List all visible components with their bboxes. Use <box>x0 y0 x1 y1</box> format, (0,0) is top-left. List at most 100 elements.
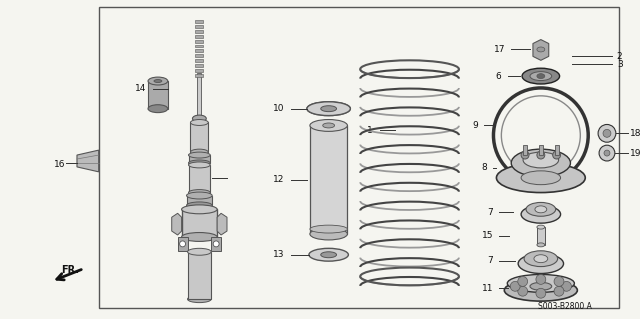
Text: 4: 4 <box>200 169 205 178</box>
Ellipse shape <box>307 102 350 115</box>
Circle shape <box>603 130 611 137</box>
Bar <box>178 237 188 251</box>
Ellipse shape <box>518 254 564 273</box>
Bar <box>195 64 204 67</box>
Circle shape <box>537 151 545 159</box>
Text: 7: 7 <box>488 208 493 217</box>
Circle shape <box>180 241 186 247</box>
Bar <box>310 125 348 234</box>
Ellipse shape <box>521 205 561 223</box>
Ellipse shape <box>321 106 337 112</box>
Ellipse shape <box>189 160 210 166</box>
Text: 14: 14 <box>134 85 146 93</box>
Text: 12: 12 <box>273 175 284 184</box>
Bar <box>195 55 204 57</box>
Ellipse shape <box>537 225 545 229</box>
Bar <box>99 7 619 308</box>
Circle shape <box>518 286 527 296</box>
Text: 1: 1 <box>367 126 373 135</box>
Ellipse shape <box>537 243 545 247</box>
Text: 6: 6 <box>495 71 501 81</box>
Circle shape <box>521 151 529 159</box>
Ellipse shape <box>307 102 350 115</box>
Circle shape <box>554 286 564 296</box>
Polygon shape <box>77 150 99 172</box>
Ellipse shape <box>524 251 557 267</box>
Text: 7: 7 <box>488 256 493 265</box>
Ellipse shape <box>497 163 585 193</box>
Bar <box>211 237 221 251</box>
Bar <box>197 73 202 121</box>
Circle shape <box>554 277 564 286</box>
Circle shape <box>598 124 616 142</box>
Text: 10: 10 <box>273 104 284 113</box>
Circle shape <box>553 151 561 159</box>
Ellipse shape <box>186 202 212 209</box>
Ellipse shape <box>188 248 211 255</box>
Bar <box>189 155 210 163</box>
Ellipse shape <box>537 74 545 78</box>
Polygon shape <box>172 213 182 235</box>
Ellipse shape <box>523 152 559 168</box>
Circle shape <box>518 277 527 286</box>
Ellipse shape <box>310 225 348 233</box>
Text: 19: 19 <box>630 149 640 158</box>
Ellipse shape <box>504 279 577 301</box>
Bar <box>195 49 204 52</box>
Circle shape <box>536 288 546 298</box>
Polygon shape <box>217 213 227 235</box>
Text: 3: 3 <box>617 60 623 69</box>
Circle shape <box>561 281 572 291</box>
Circle shape <box>510 281 520 291</box>
Ellipse shape <box>193 115 206 122</box>
Bar <box>195 30 204 33</box>
Ellipse shape <box>321 252 337 258</box>
Ellipse shape <box>309 248 348 261</box>
Text: 15: 15 <box>482 232 493 241</box>
Ellipse shape <box>148 77 168 85</box>
Bar <box>523 145 527 155</box>
Bar <box>148 81 168 109</box>
Text: 11: 11 <box>482 284 493 293</box>
Circle shape <box>604 150 610 156</box>
Text: 18: 18 <box>630 129 640 138</box>
Text: S003-B2800 A: S003-B2800 A <box>538 301 592 311</box>
Ellipse shape <box>526 203 556 216</box>
Circle shape <box>536 274 546 284</box>
Bar <box>537 227 545 245</box>
Text: FR.: FR. <box>61 264 79 275</box>
Text: 5: 5 <box>200 177 205 186</box>
Ellipse shape <box>530 72 552 80</box>
Ellipse shape <box>148 105 168 113</box>
Bar <box>195 40 204 42</box>
Ellipse shape <box>310 120 348 131</box>
Bar <box>195 74 204 77</box>
Ellipse shape <box>189 152 210 158</box>
Bar <box>195 59 204 62</box>
Bar <box>195 25 204 28</box>
Ellipse shape <box>534 255 548 263</box>
Ellipse shape <box>530 282 552 290</box>
Bar <box>191 122 208 152</box>
Ellipse shape <box>191 149 208 155</box>
Bar <box>186 196 212 205</box>
Bar <box>188 252 211 299</box>
Bar <box>182 209 217 237</box>
Circle shape <box>213 241 219 247</box>
Bar <box>555 145 559 155</box>
Polygon shape <box>533 40 548 60</box>
Ellipse shape <box>522 68 559 84</box>
Ellipse shape <box>508 274 574 292</box>
Bar <box>195 20 204 23</box>
Text: 9: 9 <box>472 121 477 130</box>
Ellipse shape <box>537 47 545 52</box>
Text: 17: 17 <box>494 45 506 54</box>
Bar <box>195 35 204 38</box>
Text: 16: 16 <box>54 160 65 169</box>
Bar <box>195 45 204 48</box>
Text: 2: 2 <box>617 52 623 61</box>
Circle shape <box>501 96 580 175</box>
Ellipse shape <box>189 189 210 196</box>
Bar <box>195 69 204 72</box>
Circle shape <box>599 145 615 161</box>
